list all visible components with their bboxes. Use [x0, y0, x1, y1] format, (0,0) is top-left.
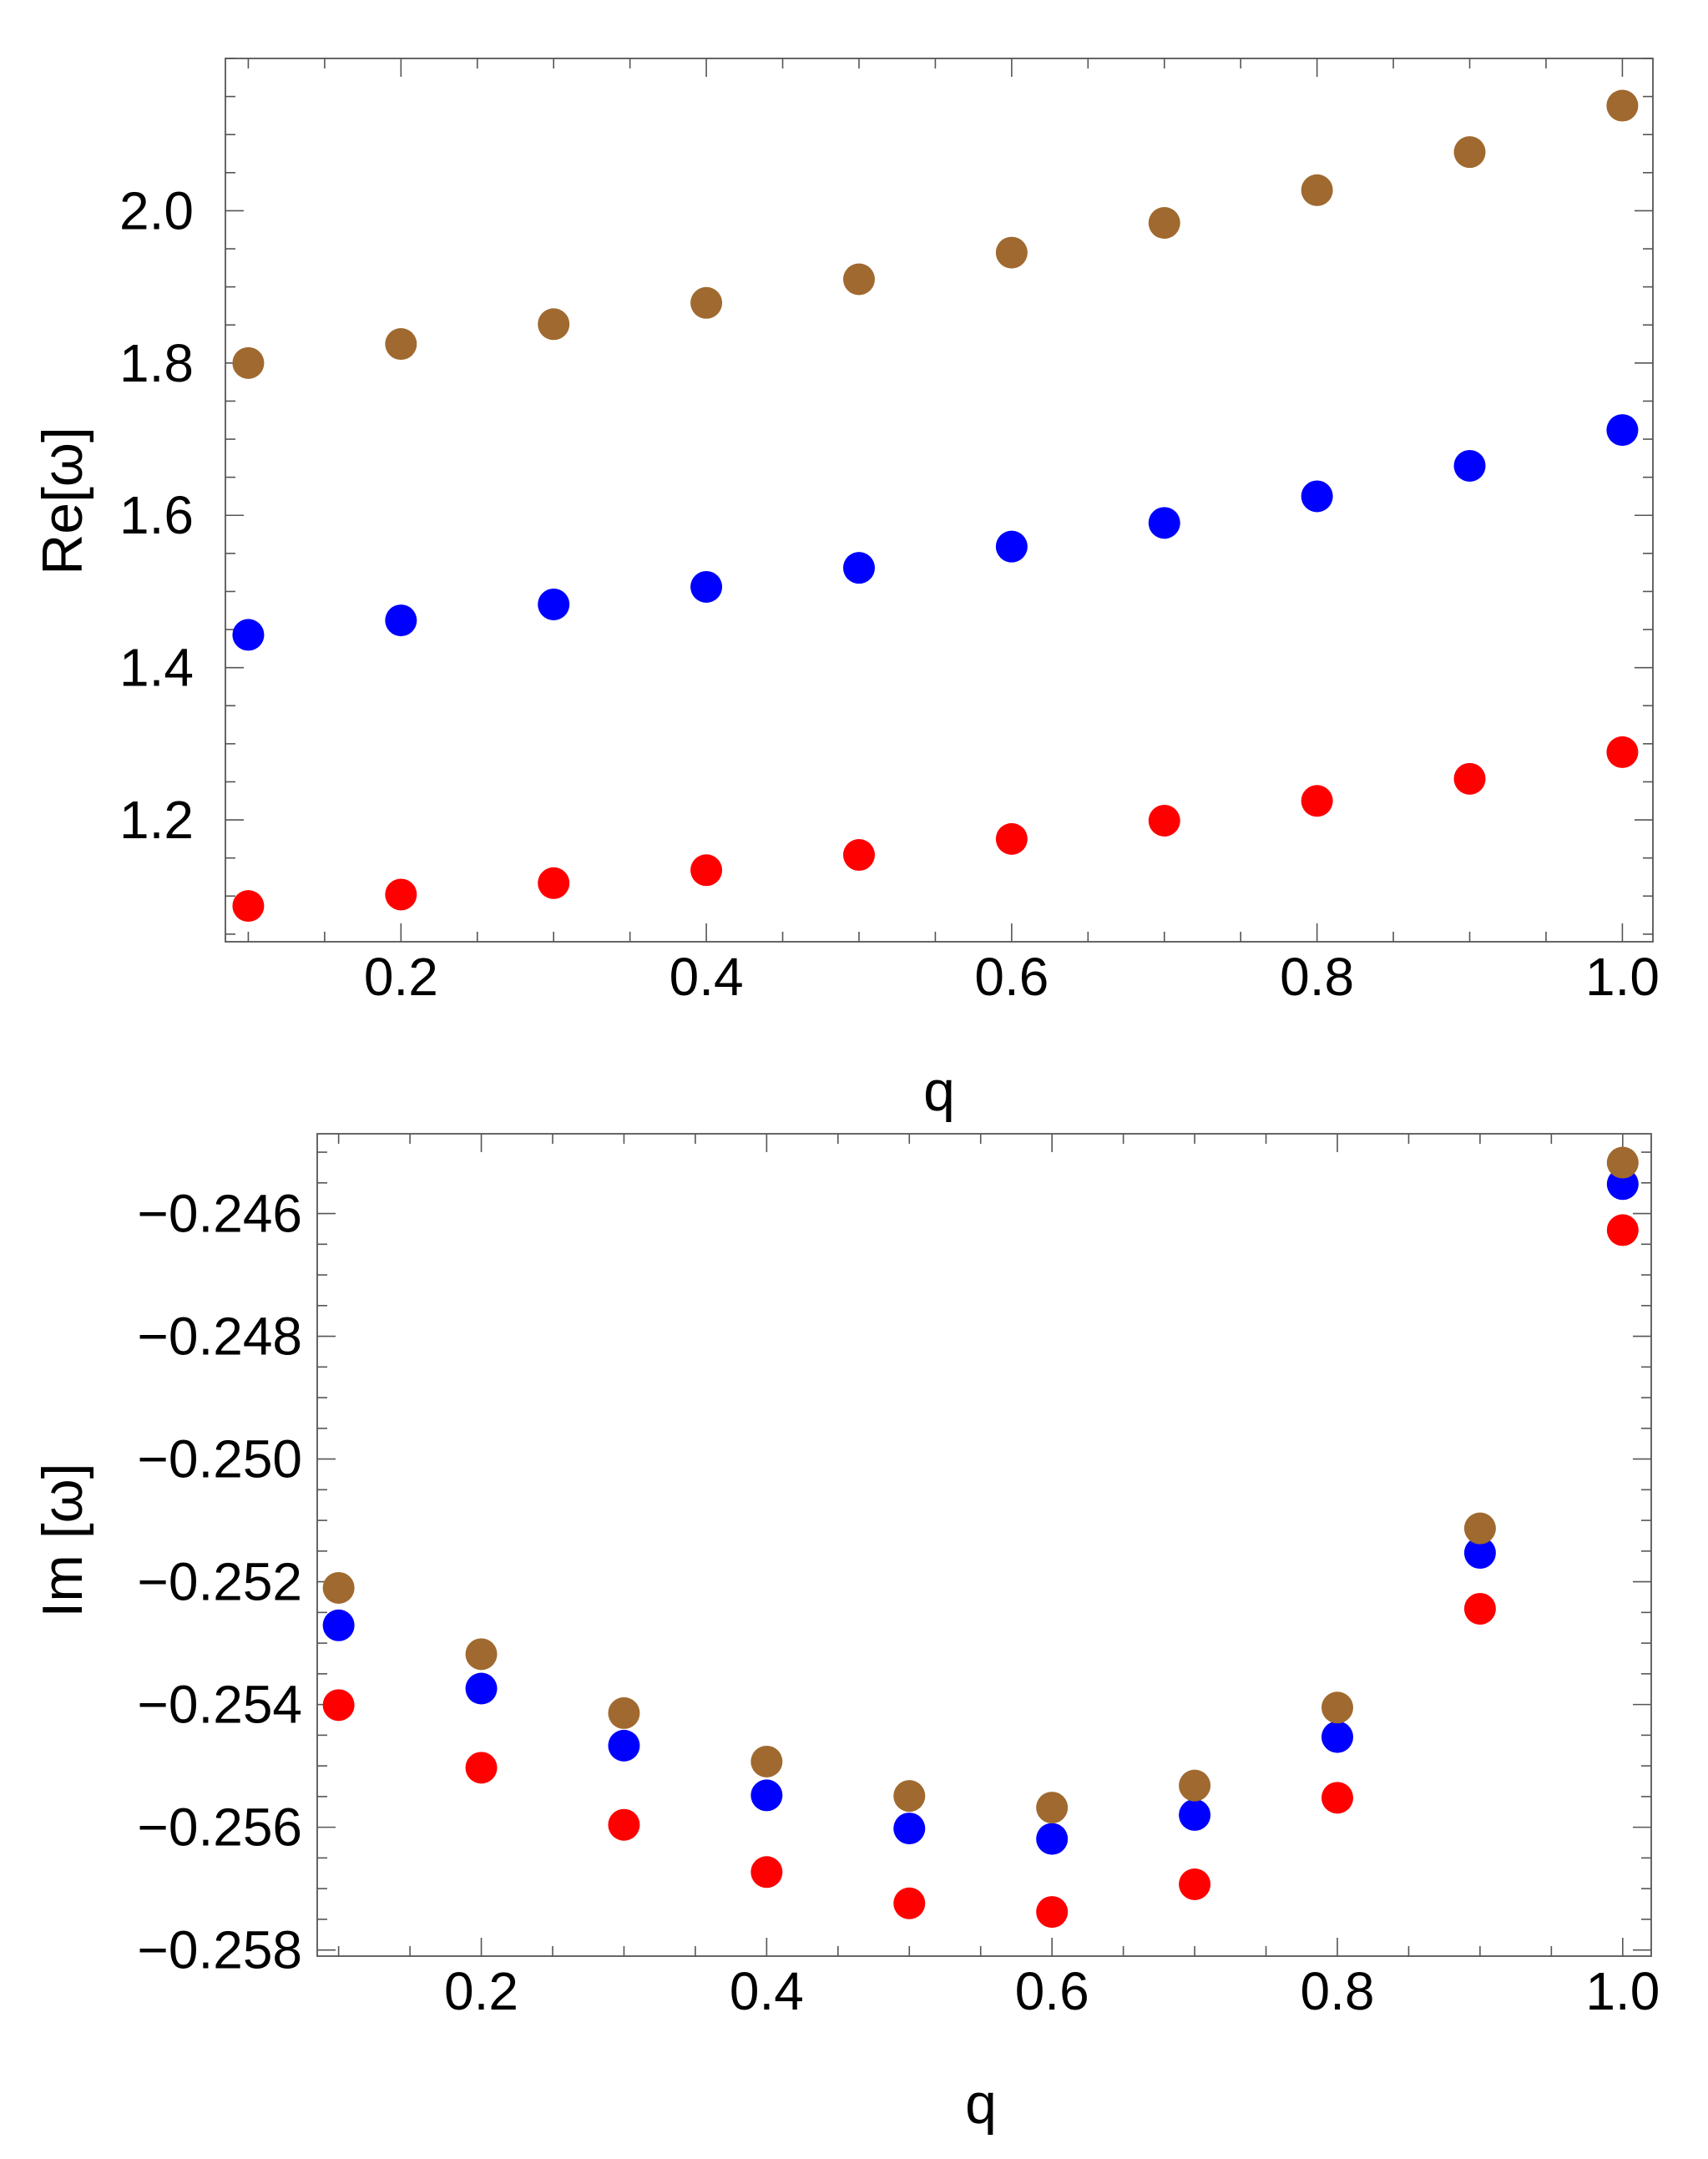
- imaginary-part-x-tick-label: 0.2: [444, 1961, 518, 2021]
- real-part-point-red: [1606, 736, 1639, 768]
- imaginary-part-point-blue: [322, 1609, 355, 1641]
- real-part-point-red: [1148, 804, 1180, 837]
- imaginary-part-point-red: [1179, 1868, 1211, 1900]
- real-part-point-brown: [842, 263, 875, 296]
- imaginary-part-point-red: [1036, 1896, 1069, 1929]
- real-part-point-blue: [385, 604, 417, 637]
- real-part-y-tick-label: 1.4: [119, 638, 194, 698]
- imaginary-part-x-tick-label: 0.8: [1301, 1961, 1375, 2021]
- imaginary-part-point-red: [750, 1856, 783, 1888]
- imaginary-part-y-tick-label: −0.250: [137, 1429, 302, 1489]
- imaginary-part-y-tick-label: −0.256: [137, 1797, 302, 1858]
- imaginary-part-point-brown: [608, 1696, 640, 1729]
- imaginary-part-point-brown: [1036, 1792, 1069, 1824]
- real-part-point-red: [1301, 785, 1333, 817]
- imaginary-part-point-brown: [893, 1780, 926, 1813]
- real-part-point-red: [232, 890, 265, 923]
- imaginary-part-point-blue: [1179, 1798, 1211, 1831]
- real-part-point-red: [1453, 762, 1486, 795]
- real-part-point-red: [690, 854, 723, 887]
- real-part-y-tick-label: 1.8: [119, 333, 194, 393]
- imaginary-part-point-brown: [1463, 1512, 1496, 1545]
- imaginary-part-point-red: [465, 1752, 498, 1784]
- imaginary-part-point-red: [608, 1808, 640, 1841]
- real-part-y-tick-label: 1.6: [119, 485, 194, 545]
- real-part-point-brown: [995, 236, 1028, 269]
- imaginary-part-point-blue: [1321, 1721, 1353, 1753]
- imaginary-part-x-tick-labels: 0.2 0.4 0.6 0.8 1.0: [444, 1961, 1660, 2021]
- imaginary-part-y-tick-label: −0.258: [137, 1920, 302, 1980]
- imaginary-part-point-blue: [893, 1813, 926, 1845]
- real-part-point-blue: [1148, 507, 1180, 539]
- real-part-point-red: [538, 867, 570, 899]
- imaginary-part-point-brown: [750, 1745, 783, 1777]
- real-part-y-axis-label: Re[ω]: [31, 427, 94, 575]
- real-part-x-tick-label: 1.0: [1585, 947, 1660, 1007]
- real-part-point-brown: [1606, 89, 1639, 122]
- imaginary-part-y-tick-labels: −0.258 −0.256 −0.254 −0.252 −0.250 −0.248 −0.2…: [137, 1184, 302, 1980]
- real-part-x-axis-label: q: [923, 1059, 955, 1123]
- real-part-point-blue: [232, 619, 265, 651]
- imaginary-part-point-red: [322, 1689, 355, 1722]
- real-part-point-brown: [232, 346, 265, 379]
- imaginary-part-points: [322, 1146, 1639, 1929]
- real-part-point-brown: [538, 308, 570, 341]
- imaginary-part-x-tick-label: 0.4: [730, 1961, 804, 2021]
- imaginary-part-point-brown: [322, 1571, 355, 1604]
- real-part-x-tick-label: 0.6: [974, 947, 1049, 1007]
- real-part-point-brown: [1453, 136, 1486, 169]
- imaginary-part-plot-frame: [316, 1133, 1652, 1957]
- imaginary-part-point-blue: [608, 1729, 640, 1762]
- real-part-y-tick-label: 1.2: [119, 790, 194, 850]
- imaginary-part-x-axis-label: q: [965, 2072, 997, 2136]
- imaginary-part-y-tick-label: −0.248: [137, 1307, 302, 1367]
- real-part-point-brown: [385, 328, 417, 361]
- real-part-point-red: [995, 822, 1028, 855]
- imaginary-part-y-tick-label: −0.252: [137, 1552, 302, 1612]
- real-part-point-brown: [690, 286, 723, 319]
- real-part-plot-frame: [225, 58, 1654, 943]
- real-part-points: [232, 89, 1639, 923]
- real-part-point-red: [842, 839, 875, 872]
- imaginary-part-point-red: [1463, 1592, 1496, 1625]
- imaginary-part-point-brown: [1606, 1146, 1639, 1179]
- real-part-x-tick-labels: 0.2 0.4 0.6 0.8 1.0: [364, 947, 1660, 1007]
- imaginary-part-ticks: [317, 1134, 1651, 1956]
- real-part-point-blue: [995, 530, 1028, 563]
- imaginary-part-panel: 0.2 0.4 0.6 0.8 1.0 −0.258 −0.256 −0.254 −0.252…: [31, 1133, 1660, 2136]
- imaginary-part-point-red: [1321, 1782, 1353, 1814]
- real-part-point-blue: [1453, 449, 1486, 482]
- imaginary-part-point-brown: [1179, 1769, 1211, 1802]
- real-part-x-tick-label: 0.4: [670, 947, 744, 1007]
- imaginary-part-point-blue: [465, 1672, 498, 1705]
- real-part-point-red: [385, 878, 417, 911]
- real-part-point-brown: [1301, 174, 1333, 206]
- imaginary-part-point-brown: [1321, 1691, 1353, 1724]
- real-part-point-blue: [690, 570, 723, 603]
- real-part-y-tick-label: 2.0: [119, 180, 194, 240]
- real-part-ticks: [225, 58, 1653, 942]
- real-part-x-tick-label: 0.8: [1280, 947, 1354, 1007]
- real-part-point-blue: [1606, 414, 1639, 447]
- imaginary-part-point-blue: [1463, 1537, 1496, 1570]
- real-part-point-blue: [538, 588, 570, 620]
- real-part-panel: 0.2 0.4 0.6 0.8 1.0 1.2 1.4 1.6 1.8 2.0 q Re[ω]: [31, 58, 1660, 1123]
- real-part-y-tick-labels: 1.2 1.4 1.6 1.8 2.0: [119, 180, 194, 850]
- imaginary-part-point-red: [1606, 1214, 1639, 1246]
- imaginary-part-y-axis-label: Im [ω]: [31, 1463, 94, 1617]
- imaginary-part-y-tick-label: −0.254: [137, 1675, 302, 1735]
- imaginary-part-point-red: [893, 1887, 926, 1919]
- imaginary-part-point-blue: [750, 1779, 783, 1812]
- real-part-point-brown: [1148, 207, 1180, 240]
- imaginary-part-x-tick-label: 1.0: [1585, 1961, 1660, 2021]
- imaginary-part-x-tick-label: 0.6: [1015, 1961, 1089, 2021]
- imaginary-part-y-tick-label: −0.246: [137, 1184, 302, 1244]
- imaginary-part-point-brown: [465, 1638, 498, 1671]
- imaginary-part-point-blue: [1036, 1823, 1069, 1855]
- real-part-point-blue: [1301, 480, 1333, 513]
- real-part-point-blue: [842, 552, 875, 584]
- real-part-x-tick-label: 0.2: [364, 947, 438, 1007]
